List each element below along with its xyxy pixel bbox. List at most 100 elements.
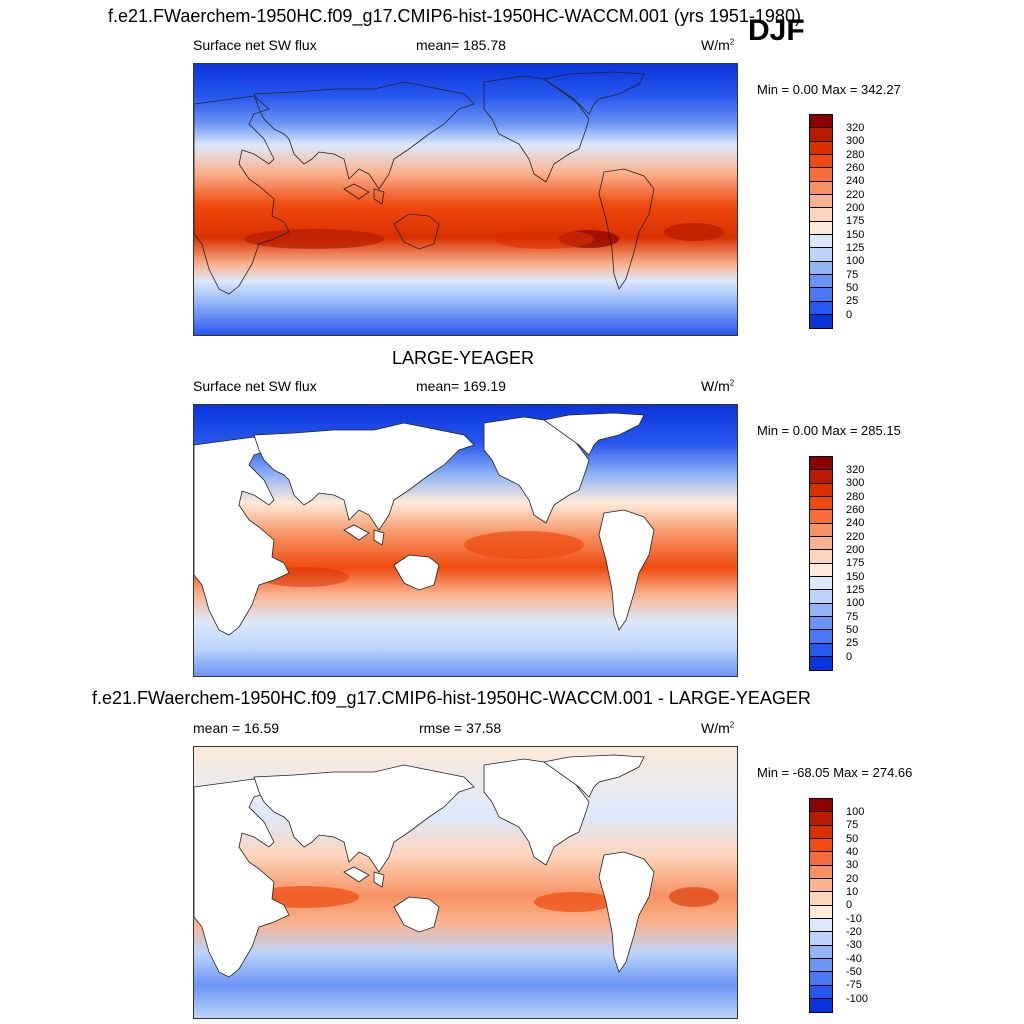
colorbar-tick: 50 [846,624,859,636]
colorbar-swatch [810,825,832,839]
colorbar-tick: 125 [846,242,865,254]
colorbar-tick: -10 [846,912,862,925]
units-label: W/m2 [701,720,735,736]
colorbar-tick: -30 [846,939,862,952]
colorbar-tick: 0 [846,308,853,321]
colorbar-swatch [810,221,832,235]
colorbar-swatch [810,457,832,471]
colorbar-swatch [810,838,832,853]
colorbar-model [809,114,833,330]
colorbar-tick: 40 [846,846,859,858]
colorbar-tick: 100 [846,255,865,268]
colorbar-tick: 0 [846,899,853,912]
colorbar-tick: 30 [846,859,859,872]
colorbar-tick: 320 [846,122,865,134]
colorbar-swatch [810,510,832,524]
case-title: f.e21.FWaerchem-1950HC.f09_g17.CMIP6-his… [108,6,801,26]
colorbar-swatch [810,550,832,564]
colorbar-tick: 300 [846,135,865,148]
colorbar-swatch [810,998,832,1013]
map-obs-plot [194,405,737,676]
colorbar-swatch [810,154,832,169]
colorbar-swatch [810,932,832,946]
colorbar-swatch [810,314,832,329]
map-diff [193,746,738,1019]
units-label: W/m2 [701,37,735,53]
map-obs [193,404,738,677]
mean-label: mean = 16.59 [193,720,280,736]
colorbar-tick: 260 [846,162,865,174]
colorbar-tick: 125 [846,584,865,596]
rmse-label: rmse = 37.58 [419,720,502,736]
colorbar-swatch [810,643,832,657]
colorbar-swatch [810,616,832,631]
colorbar-labels-model: 320 300 280 260 240 220 200 175 150 125 … [846,122,886,322]
colorbar-swatch [810,483,832,497]
panel-title: LARGE-YEAGER [392,348,535,368]
colorbar-tick: -50 [846,966,862,978]
colorbar-swatch [810,248,832,262]
colorbar-swatch [810,799,832,813]
colorbar-swatch [810,878,832,893]
season-label: DJF [748,14,805,47]
colorbar-swatch [810,576,832,591]
colorbar-swatch [810,630,832,644]
colorbar-swatch [810,958,832,973]
minmax-label: Min = -68.05 Max = 274.66 [757,765,913,780]
colorbar-swatch [810,563,832,577]
colorbar-tick: -20 [846,926,862,938]
variable-label: Surface net SW flux [193,378,317,394]
colorbar-tick: -75 [846,979,862,992]
colorbar-swatch [810,208,832,222]
map-model-plot [194,64,737,335]
colorbar-swatch [810,115,832,129]
colorbar-tick: 50 [846,282,859,294]
colorbar-swatch [810,128,832,142]
colorbar-tick: 150 [846,228,865,241]
colorbar-diff [809,798,833,1014]
colorbar-swatch [810,234,832,249]
colorbar-tick: 20 [846,872,859,885]
variable-label: Surface net SW flux [193,37,317,53]
colorbar-swatch [810,496,832,511]
colorbar-tick: 175 [846,557,865,570]
colorbar-swatch [810,656,832,671]
colorbar-tick: 240 [846,175,865,188]
colorbar-tick: 260 [846,504,865,516]
colorbar-tick: 50 [846,832,859,845]
colorbar-tick: 240 [846,517,865,530]
colorbar-swatch [810,865,832,879]
colorbar-labels-diff: 100 75 50 40 30 20 10 0 -10 -20 -30 -40 … [846,806,886,1006]
colorbar-tick: 175 [846,215,865,228]
colorbar-swatch [810,261,832,275]
colorbar-swatch [810,985,832,999]
colorbar-tick: 200 [846,544,865,556]
units-label: W/m2 [701,378,735,394]
colorbar-tick: 150 [846,570,865,583]
colorbar-tick: 10 [846,886,859,898]
colorbar-swatch [810,536,832,551]
colorbar-tick: 0 [846,650,853,663]
colorbar-tick: 200 [846,202,865,214]
colorbar-swatch [810,274,832,289]
colorbar-tick: 280 [846,148,865,161]
colorbar-tick: 320 [846,464,865,476]
colorbar-swatch [810,301,832,315]
colorbar-tick: 75 [846,610,859,623]
colorbar-swatch [810,852,832,866]
colorbar-tick: 300 [846,477,865,490]
colorbar-tick: 220 [846,530,865,543]
colorbar-swatch [810,194,832,209]
map-diff-plot [194,747,737,1018]
map-model [193,63,738,336]
colorbar-tick: -100 [846,992,869,1005]
colorbar-swatch [810,945,832,959]
colorbar-swatch [810,892,832,906]
panel-title: f.e21.FWaerchem-1950HC.f09_g17.CMIP6-his… [92,688,811,708]
colorbar-tick: 25 [846,637,859,650]
colorbar-swatch [810,590,832,604]
minmax-label: Min = 0.00 Max = 285.15 [757,423,901,438]
colorbar-swatch [810,141,832,155]
mean-label: mean= 169.19 [416,378,506,394]
colorbar-swatch [810,523,832,537]
